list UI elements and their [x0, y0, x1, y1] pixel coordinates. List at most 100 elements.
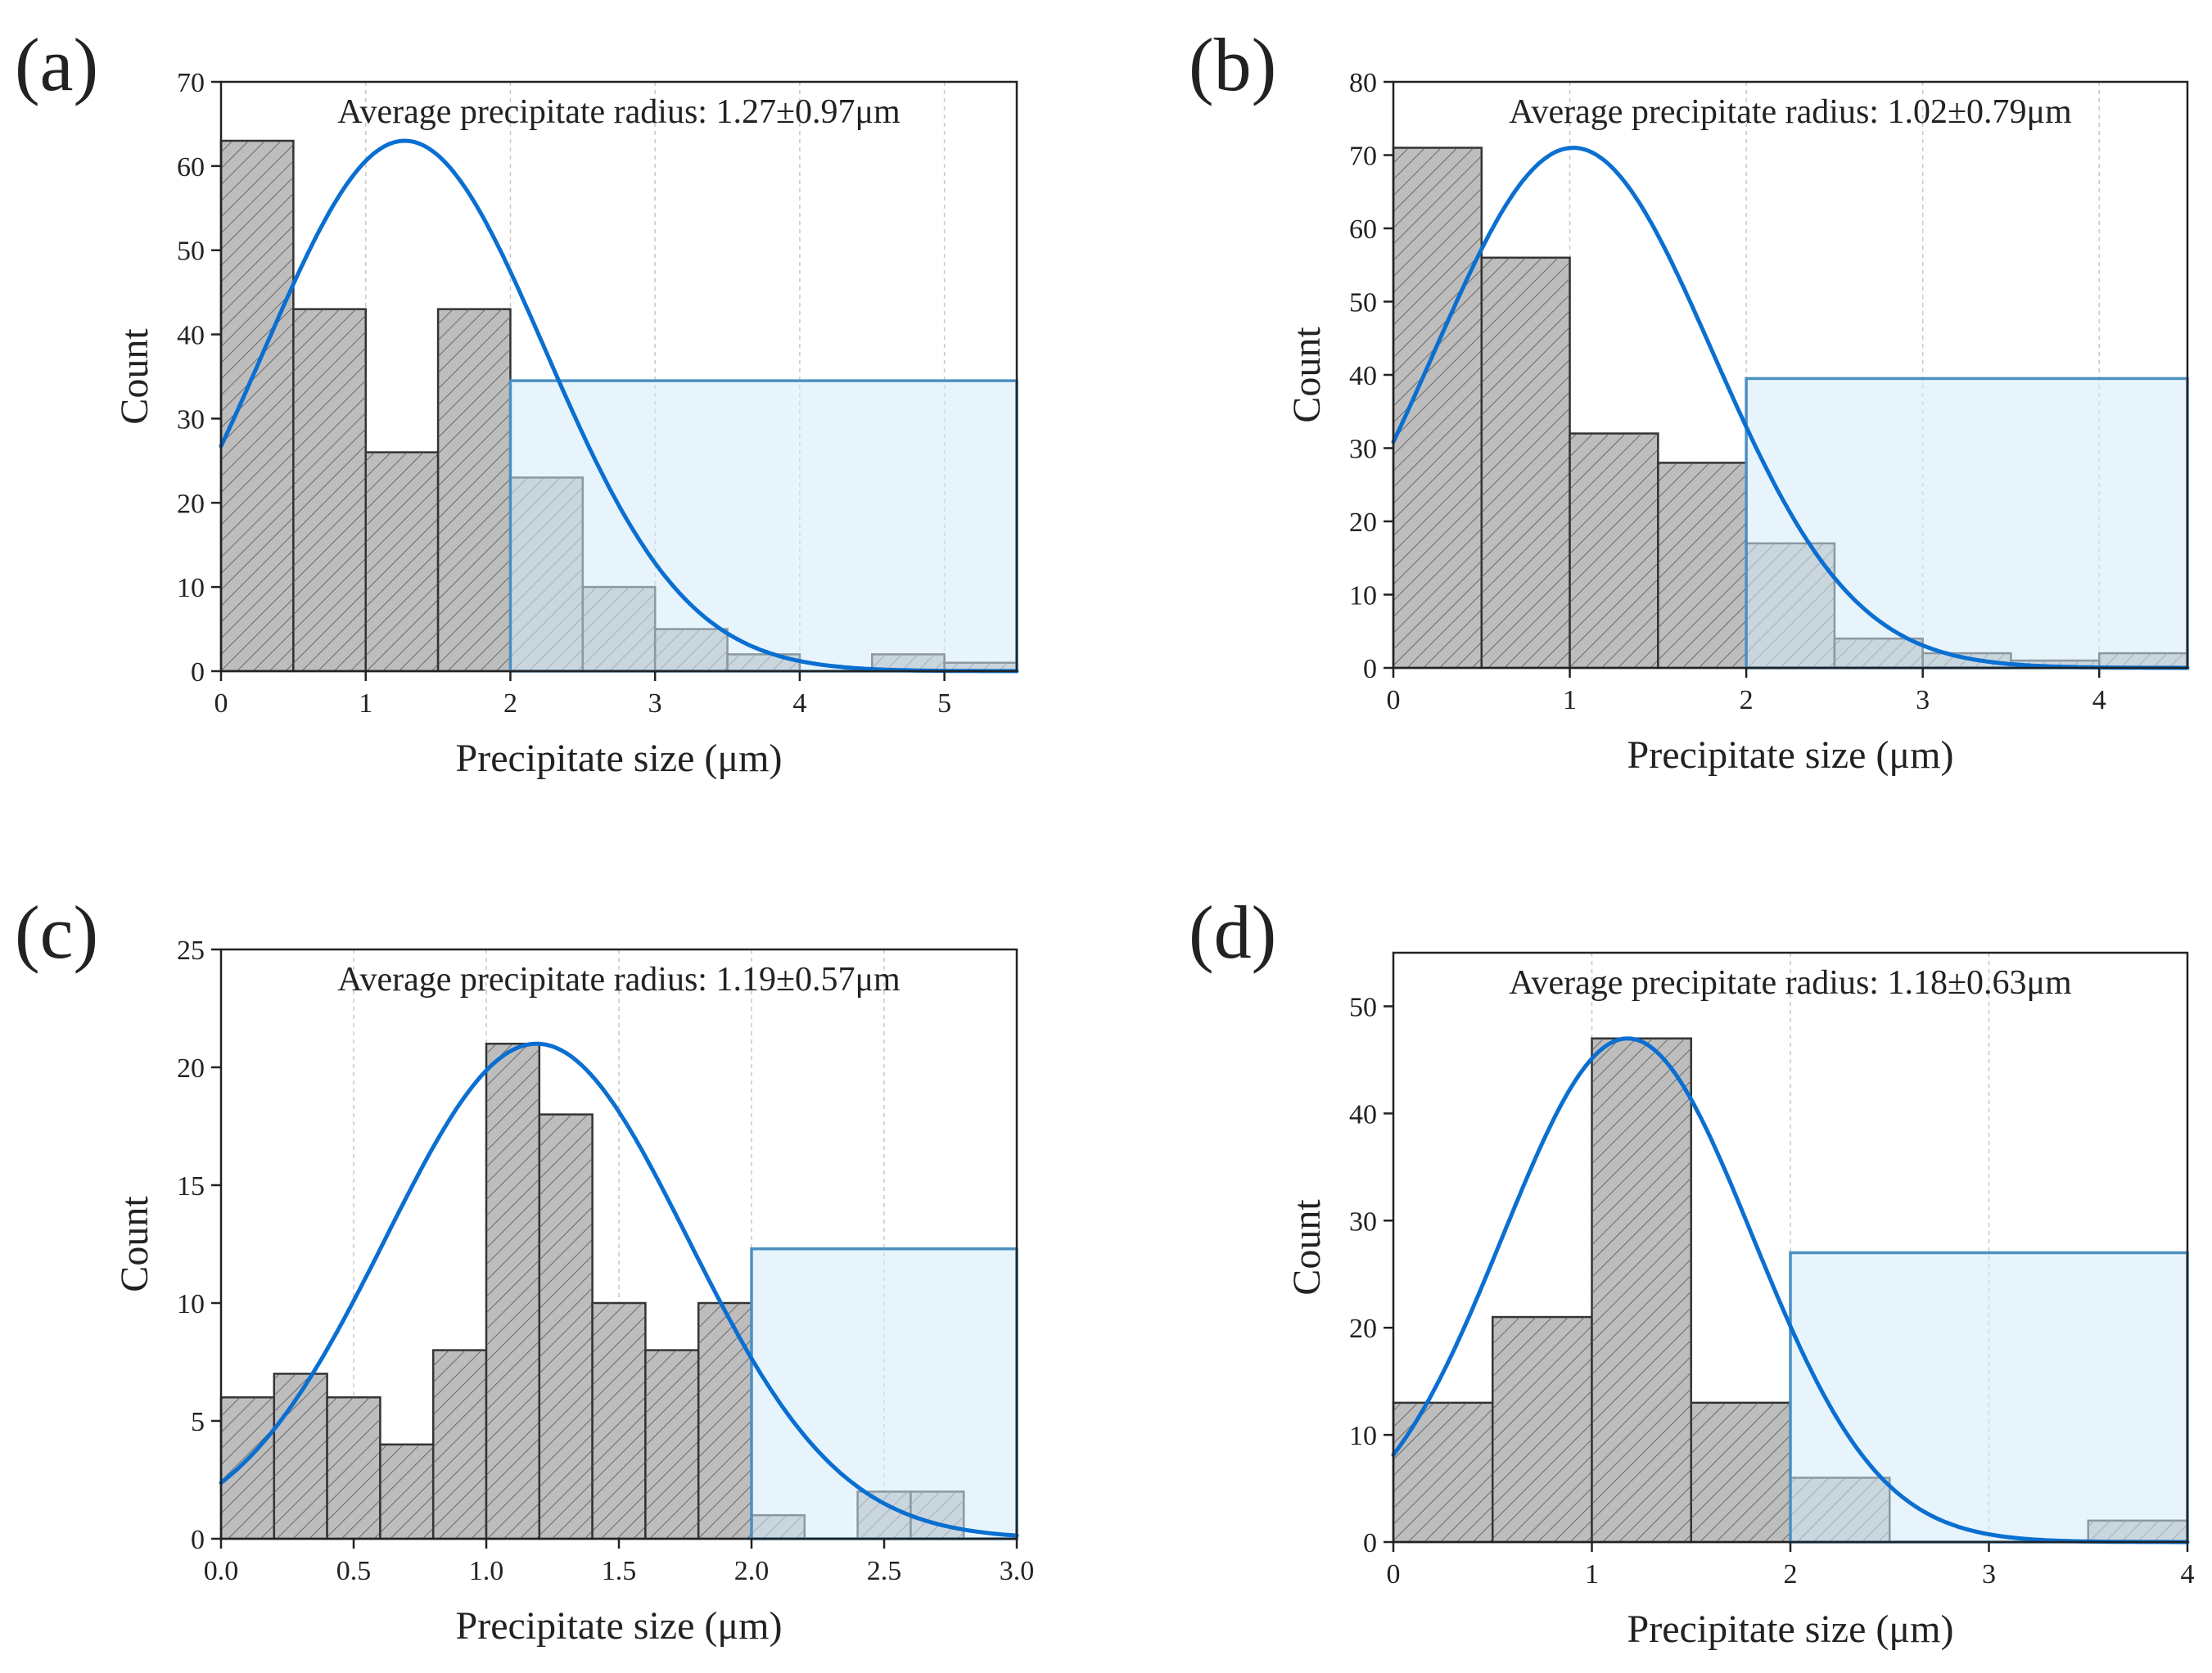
histogram-bar-hatch: [293, 309, 366, 671]
panel-label: (d): [1189, 891, 1276, 974]
panel-label: (a): [15, 23, 98, 106]
average-radius-annotation: Average precipitate radius: 1.19±0.57μm: [337, 961, 901, 999]
y-tick-label: 50: [1349, 992, 1377, 1022]
x-tick-label: 3.0: [1000, 1556, 1035, 1586]
x-tick-label: 0.0: [204, 1556, 239, 1586]
x-tick-label: 4: [792, 688, 806, 719]
y-tick-label: 10: [1349, 1421, 1377, 1451]
y-axis-title: Count: [113, 328, 156, 425]
x-tick-label: 1: [1585, 1559, 1599, 1590]
y-axis-title: Count: [1285, 1199, 1329, 1296]
x-tick-label: 0: [1387, 1559, 1401, 1590]
histogram-bar-hatch: [1393, 147, 1482, 669]
y-axis-title: Count: [1285, 327, 1329, 423]
y-tick-label: 15: [177, 1171, 205, 1202]
histogram-bar-hatch: [1492, 1317, 1592, 1542]
y-tick-label: 40: [1349, 361, 1377, 391]
y-tick-label: 30: [1349, 1206, 1377, 1237]
highlight-region: [1745, 377, 2189, 670]
x-axis-title: Precipitate size (μm): [1627, 1608, 1954, 1651]
y-tick-label: 30: [1349, 435, 1377, 465]
histogram-bar-hatch: [1481, 257, 1570, 668]
chart-panel: (c) 0.0 0.5 1.0 1.5 2.0 2.5 3.0 0 5 10 15 20 25 Precip…: [15, 891, 1034, 1648]
x-axis-title: Precipitate size (μm): [456, 737, 783, 780]
x-tick-label: 4: [2092, 685, 2106, 715]
gaussian-fit-curve: [1391, 146, 2190, 670]
x-tick-label: 1: [359, 688, 372, 719]
average-radius-annotation: Average precipitate radius: 1.18±0.63μm: [1509, 964, 2072, 1002]
histogram-bar-hatch: [486, 1044, 539, 1539]
y-tick-label: 40: [177, 321, 205, 351]
y-tick-label: 10: [177, 573, 205, 603]
y-axis-title: Count: [113, 1196, 156, 1292]
gaussian-fit-curve: [1391, 1036, 2190, 1544]
x-axis-title: Precipitate size (μm): [1627, 733, 1954, 777]
histogram-bar-hatch: [327, 1397, 381, 1539]
x-tick-label: 2.0: [734, 1556, 770, 1586]
histogram-bar-hatch: [1569, 433, 1659, 668]
histogram-bar-hatch: [539, 1114, 593, 1539]
average-radius-annotation: Average precipitate radius: 1.02±0.79μm: [1509, 93, 2072, 131]
x-tick-label: 3: [1982, 1559, 1996, 1590]
y-tick-label: 10: [1349, 581, 1377, 611]
histogram-bar-hatch: [380, 1444, 434, 1539]
highlight-region: [508, 379, 1018, 673]
highlight-region: [750, 1247, 1018, 1540]
average-radius-annotation: Average precipitate radius: 1.27±0.97μm: [337, 93, 901, 131]
y-tick-label: 80: [1349, 68, 1377, 98]
y-tick-label: 70: [177, 68, 205, 98]
histogram-bar-hatch: [592, 1303, 646, 1539]
histogram-bar-hatch: [698, 1303, 752, 1539]
y-tick-label: 50: [1349, 288, 1377, 318]
plot-frame: [219, 80, 1018, 673]
y-tick-label: 0: [191, 1525, 205, 1555]
histogram-bar-hatch: [273, 1373, 327, 1539]
x-tick-label: 0: [214, 688, 228, 719]
x-tick-label: 3: [1916, 685, 1930, 715]
gaussian-fit-curve: [219, 1041, 1019, 1538]
y-tick-label: 0: [1363, 1528, 1377, 1558]
y-tick-label: 20: [1349, 507, 1377, 538]
histogram-bar-hatch: [1591, 1038, 1691, 1542]
histogram-bar-hatch: [1658, 462, 1747, 668]
x-tick-label: 0.5: [336, 1556, 372, 1586]
y-tick-label: 20: [177, 1053, 205, 1084]
panel-label: (b): [1189, 23, 1276, 106]
histogram-bar-hatch: [365, 452, 439, 671]
y-tick-label: 70: [1349, 142, 1377, 172]
y-tick-label: 10: [177, 1289, 205, 1319]
x-tick-label: 1.0: [469, 1556, 504, 1586]
x-tick-label: 5: [937, 688, 951, 719]
histogram-bar-hatch: [438, 309, 511, 671]
x-tick-label: 2.5: [867, 1556, 902, 1586]
y-tick-label: 50: [177, 237, 205, 267]
y-tick-label: 5: [191, 1407, 205, 1437]
y-tick-label: 60: [177, 152, 205, 183]
x-tick-label: 4: [2181, 1559, 2195, 1590]
y-tick-label: 0: [191, 657, 205, 688]
y-tick-label: 0: [1363, 654, 1377, 684]
histogram-bar-hatch: [645, 1350, 699, 1539]
histogram-bar-hatch: [433, 1350, 486, 1539]
histogram-bar-hatch: [1393, 1402, 1493, 1542]
y-tick-label: 60: [1349, 214, 1377, 245]
highlight-region: [1789, 1251, 2189, 1544]
y-tick-label: 20: [1349, 1314, 1377, 1344]
histogram-bar-hatch: [1691, 1402, 1790, 1542]
y-tick-label: 30: [177, 404, 205, 435]
histogram-bar-hatch: [221, 1397, 274, 1539]
x-axis-title: Precipitate size (μm): [456, 1604, 783, 1648]
gaussian-fit-curve: [219, 138, 1019, 674]
x-tick-label: 2: [1740, 685, 1754, 715]
y-tick-label: 40: [1349, 1099, 1377, 1130]
x-tick-label: 2: [503, 688, 517, 719]
x-tick-label: 3: [648, 688, 662, 719]
x-tick-label: 1.5: [602, 1556, 637, 1586]
x-tick-label: 0: [1387, 685, 1401, 715]
y-tick-label: 25: [177, 936, 205, 966]
y-tick-label: 20: [177, 489, 205, 519]
